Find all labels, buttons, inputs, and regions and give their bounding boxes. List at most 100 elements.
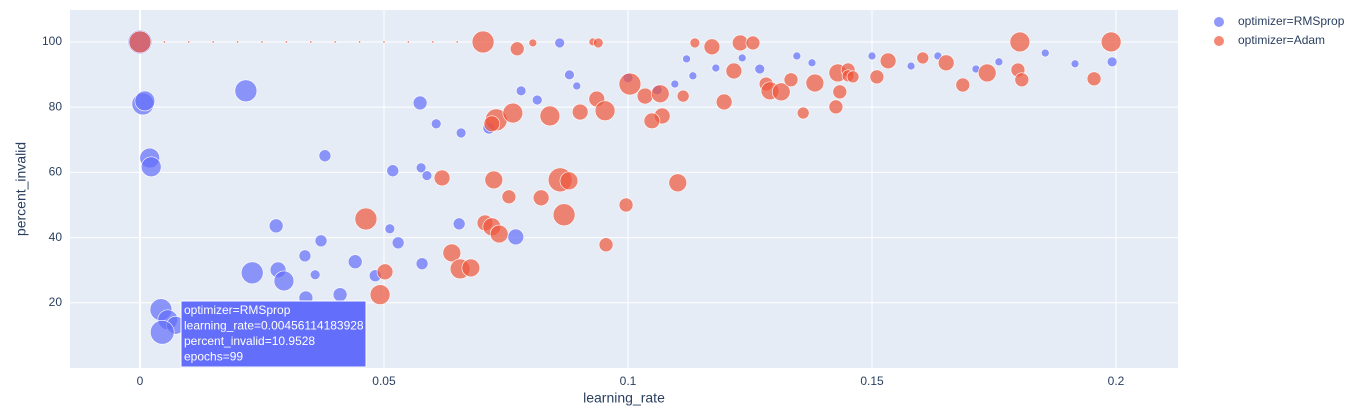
bubble xyxy=(559,171,579,191)
bubble xyxy=(415,162,427,174)
bubble xyxy=(977,63,997,83)
bubble xyxy=(369,284,391,305)
bubble xyxy=(869,69,885,85)
bubble xyxy=(554,37,565,49)
bubble xyxy=(162,40,166,44)
bubble xyxy=(832,84,848,100)
bubble xyxy=(386,164,400,178)
bubble xyxy=(564,69,575,81)
bubble xyxy=(128,30,152,54)
bubble xyxy=(676,89,690,103)
y-tick-label: 60 xyxy=(49,165,63,179)
bubble xyxy=(384,223,396,235)
bubble xyxy=(430,118,442,130)
bubble xyxy=(754,63,766,75)
bubble xyxy=(358,40,362,44)
bubble xyxy=(703,38,721,56)
x-axis-title: learning_rate xyxy=(583,390,665,406)
x-tick-label: 0.1 xyxy=(620,374,637,388)
bubble xyxy=(431,40,435,44)
bubble xyxy=(412,95,428,111)
bubble xyxy=(484,170,504,190)
bubble xyxy=(332,287,348,302)
bubble xyxy=(846,70,860,84)
bubble xyxy=(461,258,481,278)
bubble xyxy=(531,94,543,106)
bubble xyxy=(539,105,561,127)
bubble xyxy=(1009,31,1031,53)
bubble xyxy=(689,37,701,49)
y-axis-title: percent_invalid xyxy=(13,142,29,236)
bubble xyxy=(502,102,524,124)
tooltip-line: percent_invalid=10.9528 xyxy=(184,334,315,348)
tooltip-line: epochs=99 xyxy=(184,350,243,364)
bubble xyxy=(376,263,394,281)
bubble xyxy=(618,197,634,213)
bubble xyxy=(906,61,916,71)
bubble xyxy=(571,103,589,121)
tooltip: optimizer=RMSprop learning_rate=0.0045611… xyxy=(180,300,367,368)
bubble xyxy=(1014,72,1030,88)
bubble xyxy=(792,51,802,61)
bubble xyxy=(318,149,332,163)
bubble xyxy=(1106,56,1118,68)
bubble xyxy=(688,71,698,81)
bubble xyxy=(187,40,191,44)
bubble xyxy=(455,40,459,44)
bubble xyxy=(452,217,466,231)
bubble xyxy=(211,40,215,44)
tooltip-box xyxy=(180,300,367,368)
bubble xyxy=(783,72,799,88)
bubble xyxy=(483,115,501,133)
bubble xyxy=(150,320,175,345)
y-tick-label: 40 xyxy=(49,230,63,244)
bubble xyxy=(650,84,670,104)
bubble xyxy=(1070,59,1080,69)
bubble xyxy=(515,85,527,97)
bubble xyxy=(309,269,321,280)
bubble xyxy=(552,203,576,227)
bubble xyxy=(284,40,288,44)
bubble xyxy=(507,228,525,246)
legend-label: optimizer=Adam xyxy=(1238,33,1325,47)
bubble xyxy=(298,249,312,263)
bubble xyxy=(273,270,295,292)
x-tick-label: 0.2 xyxy=(1108,374,1125,388)
bubble xyxy=(867,51,877,61)
bubble xyxy=(937,54,955,72)
bubble xyxy=(347,254,363,270)
legend-label: optimizer=RMSprop xyxy=(1238,14,1345,28)
bubble xyxy=(134,90,156,112)
bubble xyxy=(598,237,614,253)
bubble xyxy=(572,81,582,91)
x-tick-label: 0 xyxy=(137,374,144,388)
tooltip-line: learning_rate=0.00456114183928 xyxy=(184,319,364,333)
bubble xyxy=(668,173,688,193)
bubble xyxy=(725,62,743,80)
bubble xyxy=(140,156,162,178)
bubble xyxy=(314,234,328,248)
y-tick-label: 80 xyxy=(49,99,63,113)
bubble xyxy=(333,40,337,44)
bubble xyxy=(455,127,467,139)
bubble xyxy=(1100,31,1122,53)
bubble xyxy=(828,99,844,115)
bubble xyxy=(354,207,378,231)
y-tick-label: 20 xyxy=(49,295,63,309)
bubble xyxy=(682,54,691,64)
y-tick-label: 100 xyxy=(42,34,62,48)
bubble xyxy=(382,40,386,44)
bubble xyxy=(879,52,897,70)
bubble xyxy=(796,106,810,120)
legend-marker xyxy=(1214,17,1224,27)
bubble xyxy=(471,30,495,54)
bubble xyxy=(234,79,258,103)
bubble xyxy=(715,93,733,111)
bubble xyxy=(771,82,791,102)
bubble xyxy=(618,72,642,96)
bubble xyxy=(240,261,264,285)
legend-marker xyxy=(1214,36,1224,46)
bubble xyxy=(745,35,761,51)
bubble xyxy=(442,243,462,263)
